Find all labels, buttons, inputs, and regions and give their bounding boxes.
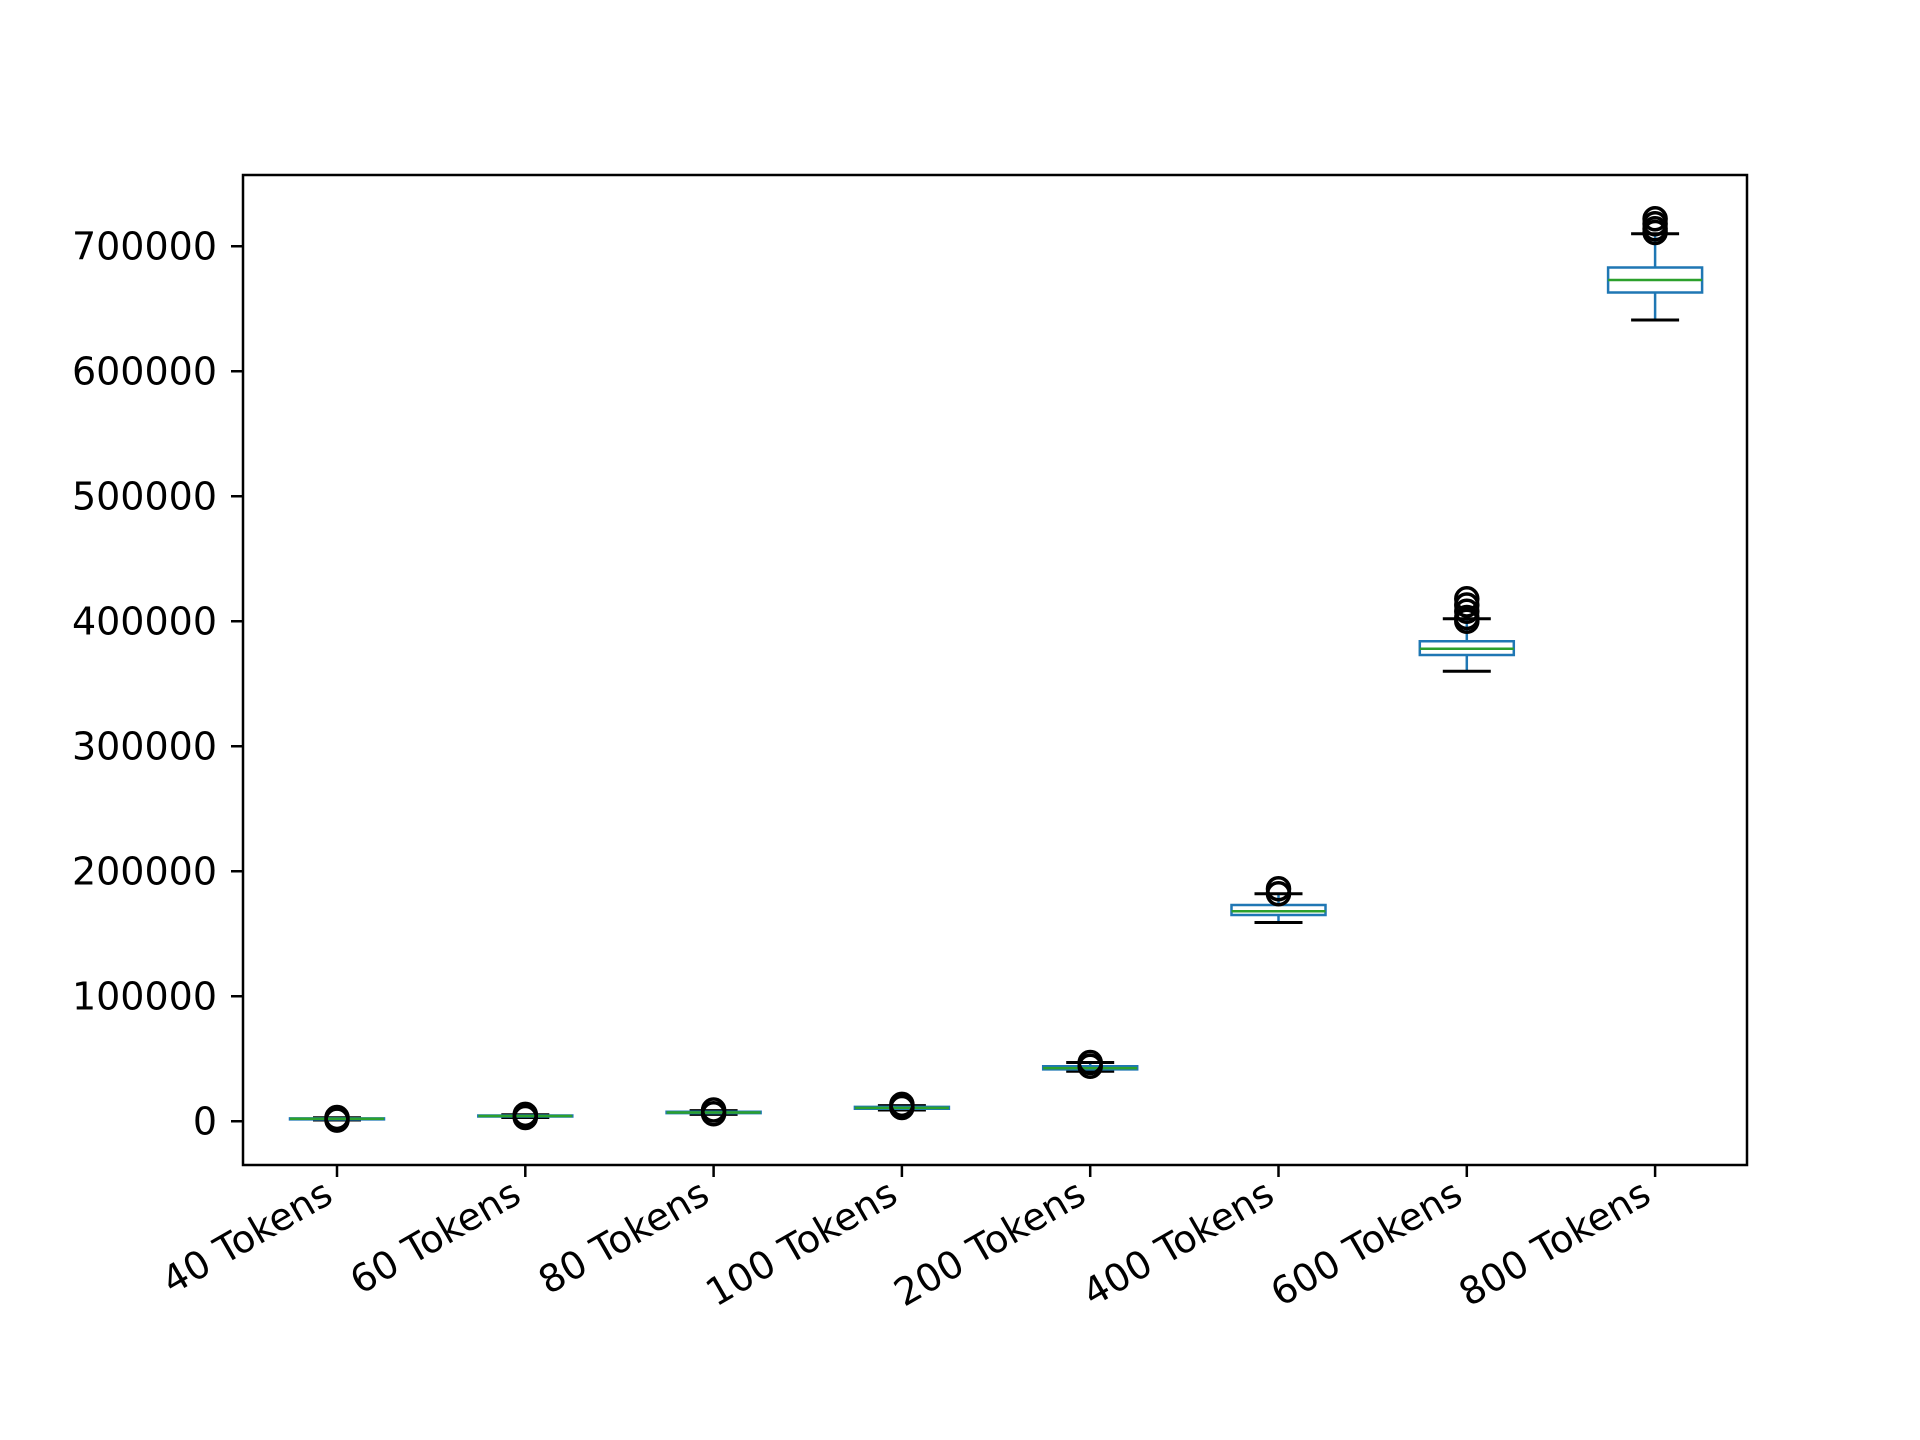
box-group: [477, 1101, 574, 1131]
outlier-point: [1454, 586, 1480, 612]
y-tick-label: 0: [193, 1099, 217, 1143]
plot-area-frame: [241, 173, 1749, 1167]
x-tick-label: 100 Tokens: [698, 1171, 904, 1315]
outlier-point: [889, 1091, 915, 1118]
x-tick-label: 80 Tokens: [531, 1171, 716, 1303]
x-tick-label: 60 Tokens: [343, 1171, 528, 1303]
x-tick-label: 200 Tokens: [887, 1171, 1093, 1315]
box-group: [1418, 586, 1516, 673]
y-tick-label: 100000: [72, 974, 217, 1018]
x-tick-label: 40 Tokens: [154, 1171, 339, 1303]
box-group: [665, 1097, 762, 1127]
y-tick-label: 600000: [72, 349, 217, 393]
box-group: [288, 1104, 386, 1133]
box-group: [1041, 1049, 1139, 1079]
x-tick-label: 400 Tokens: [1075, 1171, 1281, 1315]
y-tick-label: 700000: [72, 224, 217, 268]
outlier-point: [700, 1097, 727, 1123]
y-axis: 0 100000 200000 300000 400000 500000 600000 700…: [72, 224, 243, 1143]
y-tick-label: 500000: [72, 474, 217, 518]
x-tick-label: 800 Tokens: [1452, 1171, 1658, 1315]
box-group: [1230, 876, 1327, 924]
y-tick-label: 200000: [72, 849, 217, 893]
outlier-point: [1077, 1049, 1103, 1076]
x-tick-label: 600 Tokens: [1263, 1171, 1469, 1315]
boxes-layer: [288, 206, 1704, 1133]
y-tick-label: 300000: [72, 724, 217, 768]
box-group: [853, 1091, 951, 1121]
outlier-point: [512, 1101, 539, 1128]
outlier-point: [324, 1104, 350, 1131]
outlier-point: [1642, 206, 1668, 232]
outlier-point: [1265, 876, 1292, 902]
box-group: [1606, 206, 1704, 322]
y-tick-label: 400000: [72, 599, 217, 643]
